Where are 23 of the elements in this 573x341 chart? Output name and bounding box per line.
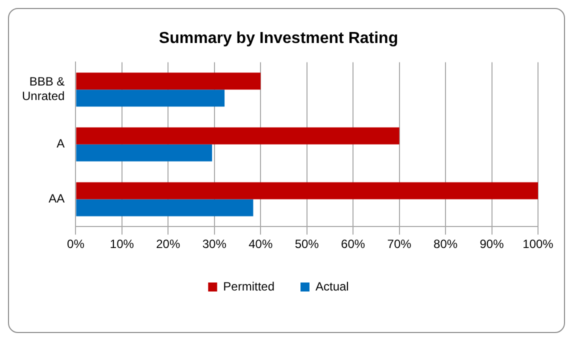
- bar: [76, 144, 212, 162]
- x-tick-label: 80%: [434, 237, 458, 252]
- x-tick-label: 100%: [522, 237, 554, 252]
- x-tick-label: 70%: [387, 237, 412, 252]
- x-tick-label: 40%: [248, 237, 273, 252]
- x-tick-label: 60%: [341, 237, 366, 252]
- legend-label: Permitted: [223, 279, 275, 294]
- chart-title: Summary by Investment Rating: [158, 30, 398, 48]
- y-tick-label: BBB & Unrated: [22, 74, 65, 104]
- bar: [76, 182, 538, 200]
- y-tick-label: AA: [48, 192, 65, 206]
- x-tick-label: 30%: [202, 237, 227, 252]
- x-tick-label: 50%: [294, 237, 320, 252]
- bar: [76, 127, 400, 144]
- bar: [76, 72, 261, 90]
- x-tick-label: 20%: [156, 237, 180, 252]
- legend-label: Actual: [316, 279, 349, 294]
- bar: [76, 90, 225, 107]
- bar: [76, 199, 254, 216]
- x-tick-label: 0%: [67, 237, 85, 252]
- x-tick-label: 90%: [480, 237, 504, 252]
- x-tick-label: 10%: [110, 237, 134, 252]
- y-tick-label: A: [56, 136, 65, 151]
